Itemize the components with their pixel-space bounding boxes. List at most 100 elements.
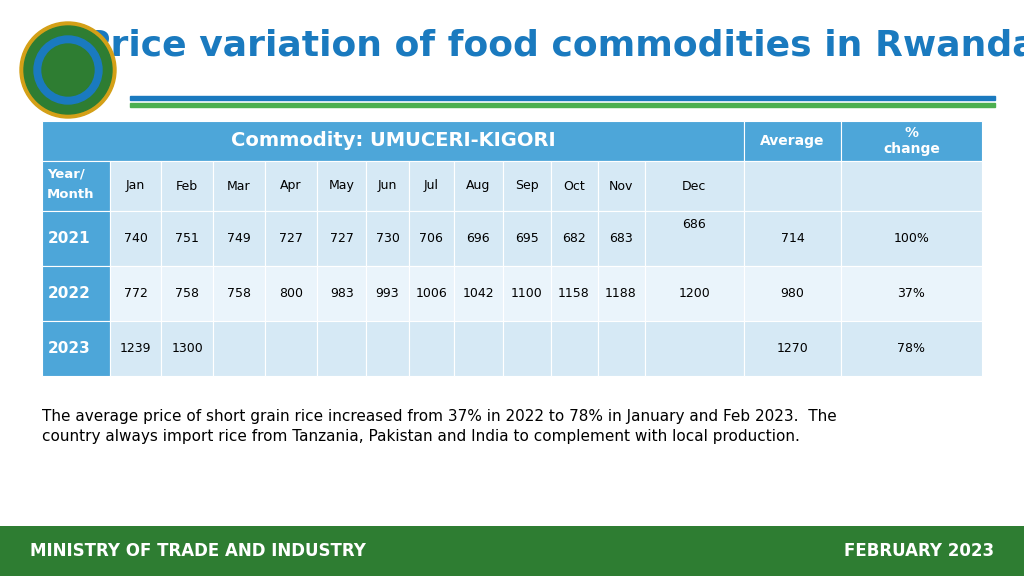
Bar — [409, 211, 454, 266]
Text: 100%: 100% — [894, 232, 930, 245]
Bar — [213, 321, 265, 376]
Bar — [841, 161, 982, 211]
Text: Aug: Aug — [466, 180, 490, 192]
Text: 993: 993 — [376, 287, 399, 300]
Text: 695: 695 — [515, 232, 539, 245]
Bar — [409, 321, 454, 376]
Bar — [42, 121, 744, 161]
Bar — [130, 103, 995, 107]
Bar — [454, 266, 503, 321]
Text: Commodity: UMUCERI-KIGORI: Commodity: UMUCERI-KIGORI — [230, 131, 555, 150]
Bar — [503, 266, 551, 321]
Circle shape — [34, 36, 102, 104]
Text: 682: 682 — [562, 232, 586, 245]
Text: Feb: Feb — [176, 180, 199, 192]
Bar — [42, 161, 110, 211]
Bar — [213, 211, 265, 266]
Bar — [213, 161, 265, 211]
Text: Jul: Jul — [424, 180, 438, 192]
Bar — [265, 211, 317, 266]
Text: 740: 740 — [124, 232, 147, 245]
Bar — [644, 321, 744, 376]
Text: 37%: 37% — [898, 287, 926, 300]
Text: 706: 706 — [419, 232, 443, 245]
Bar — [841, 321, 982, 376]
Bar — [317, 266, 367, 321]
Bar — [744, 321, 841, 376]
Bar — [744, 266, 841, 321]
Bar — [265, 321, 317, 376]
Bar — [367, 266, 409, 321]
Bar — [454, 321, 503, 376]
Text: FEBRUARY 2023: FEBRUARY 2023 — [844, 542, 994, 560]
Text: Apr: Apr — [281, 180, 302, 192]
Bar — [454, 161, 503, 211]
Text: 1239: 1239 — [120, 342, 152, 355]
Text: 78%: 78% — [897, 342, 926, 355]
Text: Oct: Oct — [563, 180, 585, 192]
Text: 686: 686 — [682, 218, 707, 232]
Text: 1200: 1200 — [679, 287, 711, 300]
Bar — [213, 266, 265, 321]
Text: 2023: 2023 — [48, 341, 91, 356]
Bar — [841, 121, 982, 161]
Bar — [317, 161, 367, 211]
Text: Average: Average — [761, 134, 825, 148]
Bar — [551, 161, 598, 211]
Bar — [42, 266, 110, 321]
Text: 1158: 1158 — [558, 287, 590, 300]
Bar — [598, 266, 644, 321]
Text: 980: 980 — [780, 287, 805, 300]
Text: 727: 727 — [280, 232, 303, 245]
Bar — [409, 266, 454, 321]
Text: 2021: 2021 — [48, 231, 91, 246]
Text: Price variation of food commodities in Rwanda: Price variation of food commodities in R… — [84, 29, 1024, 63]
Text: country always import rice from Tanzania, Pakistan and India to complement with : country always import rice from Tanzania… — [42, 429, 800, 444]
Bar — [265, 266, 317, 321]
Text: Month: Month — [47, 188, 94, 200]
Text: MINISTRY OF TRADE AND INDUSTRY: MINISTRY OF TRADE AND INDUSTRY — [30, 542, 366, 560]
Text: 749: 749 — [227, 232, 251, 245]
Text: 772: 772 — [124, 287, 147, 300]
Text: 1188: 1188 — [605, 287, 637, 300]
Text: 714: 714 — [780, 232, 805, 245]
Text: Sep: Sep — [515, 180, 539, 192]
Bar — [409, 161, 454, 211]
Text: Jun: Jun — [378, 180, 397, 192]
Text: Jan: Jan — [126, 180, 145, 192]
Bar — [644, 211, 744, 266]
Bar — [367, 321, 409, 376]
Text: Year/: Year/ — [47, 168, 85, 180]
Bar — [644, 161, 744, 211]
Bar — [598, 321, 644, 376]
Bar — [503, 161, 551, 211]
Text: 1300: 1300 — [171, 342, 203, 355]
Text: %
change: % change — [883, 126, 940, 156]
Bar — [130, 96, 995, 100]
Bar — [503, 321, 551, 376]
Bar — [841, 266, 982, 321]
Bar — [162, 211, 213, 266]
Bar — [367, 161, 409, 211]
Bar — [162, 266, 213, 321]
Bar — [110, 161, 162, 211]
Text: 983: 983 — [330, 287, 353, 300]
Text: Dec: Dec — [682, 180, 707, 192]
Bar — [317, 211, 367, 266]
Bar — [503, 211, 551, 266]
Bar — [551, 211, 598, 266]
Bar — [744, 121, 841, 161]
Bar — [42, 321, 110, 376]
Text: 730: 730 — [376, 232, 399, 245]
Bar — [744, 161, 841, 211]
Text: 751: 751 — [175, 232, 199, 245]
Text: 2022: 2022 — [48, 286, 91, 301]
Bar — [551, 321, 598, 376]
Text: 1042: 1042 — [463, 287, 494, 300]
Text: 727: 727 — [330, 232, 354, 245]
Circle shape — [42, 44, 94, 96]
Text: 1270: 1270 — [777, 342, 809, 355]
Bar — [0, 526, 1024, 576]
Bar — [454, 211, 503, 266]
Text: 800: 800 — [280, 287, 303, 300]
